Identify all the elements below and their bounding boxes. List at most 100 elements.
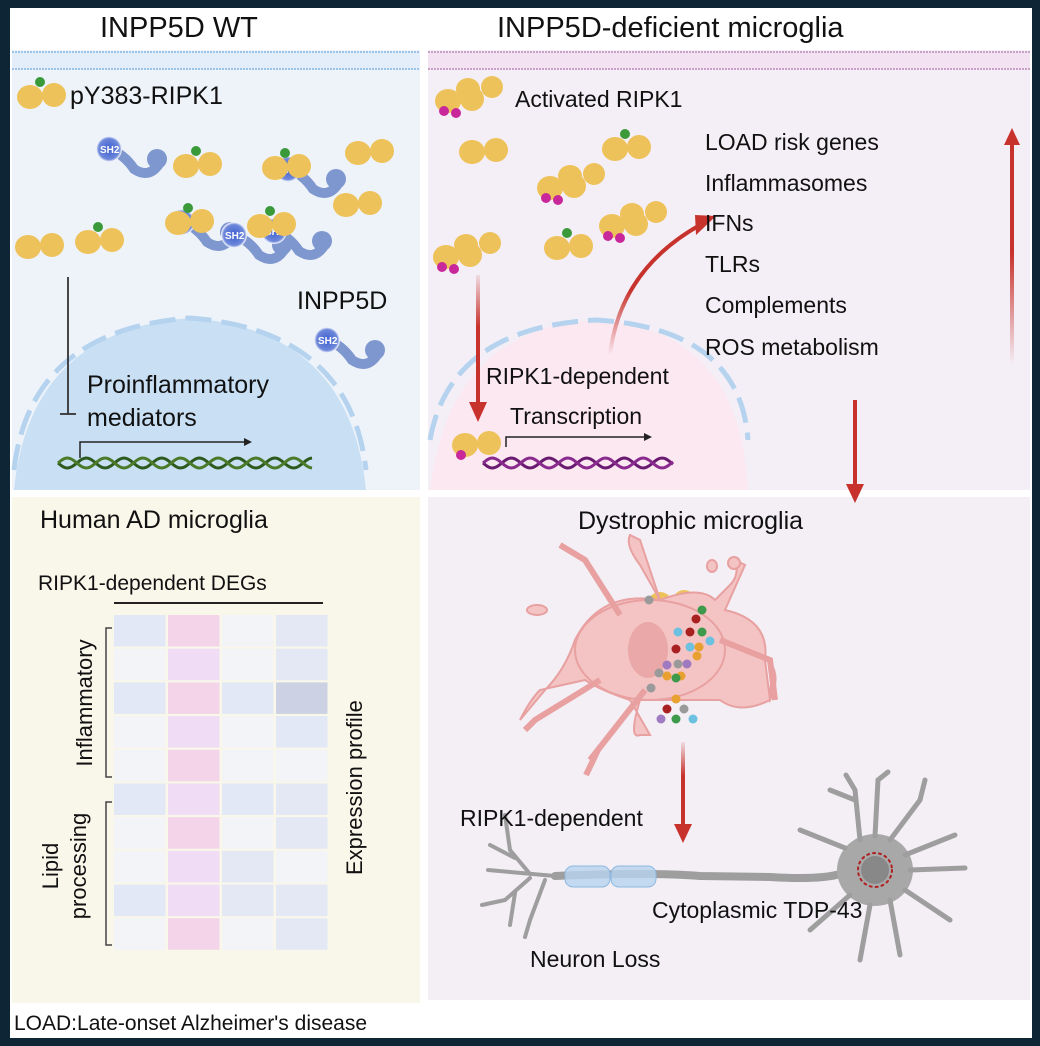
granules bbox=[644, 595, 715, 724]
phospho-tag-icon bbox=[191, 146, 201, 156]
arrowhead bbox=[244, 438, 252, 446]
ripk1-icon bbox=[262, 148, 311, 180]
granule bbox=[662, 704, 672, 714]
heatmap-cell bbox=[276, 749, 328, 782]
heatmap-cell bbox=[222, 918, 274, 950]
heatmap-cell bbox=[114, 850, 166, 883]
heatmap-cell bbox=[222, 783, 274, 815]
granule bbox=[654, 668, 664, 678]
sh2-label: SH2 bbox=[225, 231, 245, 242]
phospho-tag-icon bbox=[615, 233, 625, 243]
bracket-lipid bbox=[105, 801, 112, 946]
heatmap-title: RIPK1-dependent DEGs bbox=[38, 572, 267, 595]
ripk1-icon bbox=[345, 139, 394, 165]
heatmap-cell bbox=[222, 884, 274, 917]
label-proinflammatory: Proinflammatory bbox=[87, 371, 269, 399]
inpp5d-sh2-icon: SH2 bbox=[314, 327, 385, 369]
heatmap-cell bbox=[114, 615, 166, 647]
label-cytoplasmic-tdp43: Cytoplasmic TDP-43 bbox=[652, 897, 863, 923]
heatmap-cell bbox=[114, 749, 166, 782]
nucleus-deficient bbox=[427, 317, 751, 490]
activated-ripk1-icon bbox=[599, 201, 667, 243]
phospho-tag-icon bbox=[456, 450, 466, 460]
inpp5d-sh2-icon: SH2 bbox=[96, 136, 167, 178]
label-neuron-loss: Neuron Loss bbox=[530, 946, 661, 972]
granule bbox=[691, 614, 701, 624]
arrow-to-nucleus bbox=[469, 275, 487, 422]
panel-title-human: Human AD microglia bbox=[40, 506, 268, 534]
phospho-tag-icon bbox=[93, 222, 103, 232]
heatmap-cell bbox=[168, 884, 220, 917]
phospho-tag-icon bbox=[265, 206, 275, 216]
gene-item: Inflammasomes bbox=[705, 170, 868, 196]
heatmap-cell bbox=[276, 783, 328, 815]
heatmap-cell bbox=[222, 716, 274, 748]
dna-deficient-icon bbox=[482, 456, 674, 470]
phospho-tag-icon bbox=[280, 148, 290, 158]
gene-item: TLRs bbox=[705, 251, 760, 277]
heatmap-cell bbox=[168, 850, 220, 883]
heatmap-cell bbox=[168, 918, 220, 950]
arrow-to-dystrophic bbox=[846, 400, 864, 503]
heatmap-cell bbox=[222, 817, 274, 849]
bracket-inflammatory bbox=[105, 627, 112, 778]
heatmap-cell bbox=[276, 648, 328, 681]
granule bbox=[673, 627, 683, 637]
heatmap-cell bbox=[276, 850, 328, 883]
phospho-tag-icon bbox=[562, 228, 572, 238]
gene-item: IFNs bbox=[705, 210, 754, 236]
heatmap-cell bbox=[168, 749, 220, 782]
granule bbox=[656, 714, 666, 724]
cell-membrane-deficient bbox=[428, 51, 1030, 70]
arrowhead bbox=[644, 433, 652, 441]
heatmap-cell bbox=[168, 648, 220, 681]
heatmap-cell bbox=[222, 749, 274, 782]
ripk1-icon bbox=[75, 222, 124, 254]
transcription-start-arrow-wt bbox=[79, 441, 248, 458]
transcription-start-arrow-deficient bbox=[505, 436, 648, 447]
granule bbox=[697, 605, 707, 615]
label-expression-profile: Expression profile bbox=[342, 700, 367, 875]
inhibition-bar-icon bbox=[60, 277, 76, 415]
granule bbox=[705, 636, 715, 646]
heatmap-cell bbox=[222, 850, 274, 883]
heatmap-cell bbox=[114, 783, 166, 815]
heatmap-cell bbox=[222, 682, 274, 714]
heatmap-cell bbox=[168, 783, 220, 815]
heatmap bbox=[114, 615, 328, 950]
heatmap-cell bbox=[276, 817, 328, 849]
granule bbox=[692, 651, 702, 661]
heatmap-cell bbox=[276, 716, 328, 748]
gene-item: Complements bbox=[705, 292, 847, 318]
phospho-tag-icon bbox=[620, 129, 630, 139]
gene-item: ROS metabolism bbox=[705, 334, 879, 360]
ripk1-icon bbox=[15, 233, 64, 259]
granule bbox=[671, 694, 681, 704]
phospho-tag-icon bbox=[437, 262, 447, 272]
granule bbox=[671, 714, 681, 724]
heatmap-cell bbox=[168, 682, 220, 714]
phospho-tag-icon bbox=[603, 231, 613, 241]
heatmap-cell bbox=[168, 817, 220, 849]
phospho-tag-icon bbox=[449, 264, 459, 274]
heatmap-cell bbox=[114, 918, 166, 950]
heatmap-cell bbox=[114, 817, 166, 849]
panel-title-wt: INPP5D WT bbox=[100, 12, 258, 44]
heatmap-cell bbox=[222, 648, 274, 681]
granule bbox=[688, 714, 698, 724]
ripk1-icon bbox=[452, 431, 501, 460]
label-transcription: Transcription bbox=[510, 403, 643, 429]
panel-dystrophic bbox=[428, 497, 1030, 1000]
label-ripk1-dependent-transcription: RIPK1-dependent bbox=[486, 363, 669, 389]
granule bbox=[685, 642, 695, 652]
granule bbox=[646, 683, 656, 693]
phospho-tag-icon bbox=[183, 203, 193, 213]
nucleus-wt bbox=[11, 315, 369, 490]
granule bbox=[662, 671, 672, 681]
phospho-tag-icon bbox=[35, 77, 45, 87]
granule bbox=[679, 704, 689, 714]
ripk1-icon bbox=[459, 138, 508, 164]
group-label-lipid: Lipid bbox=[38, 842, 63, 890]
group-label-inflammatory: Inflammatory bbox=[72, 639, 97, 767]
